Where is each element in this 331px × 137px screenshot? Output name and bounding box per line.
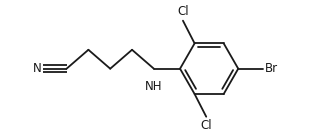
Text: Br: Br [264,62,278,75]
Text: Cl: Cl [177,5,189,18]
Text: Cl: Cl [200,119,212,132]
Text: N: N [33,62,42,75]
Text: NH: NH [145,80,163,93]
